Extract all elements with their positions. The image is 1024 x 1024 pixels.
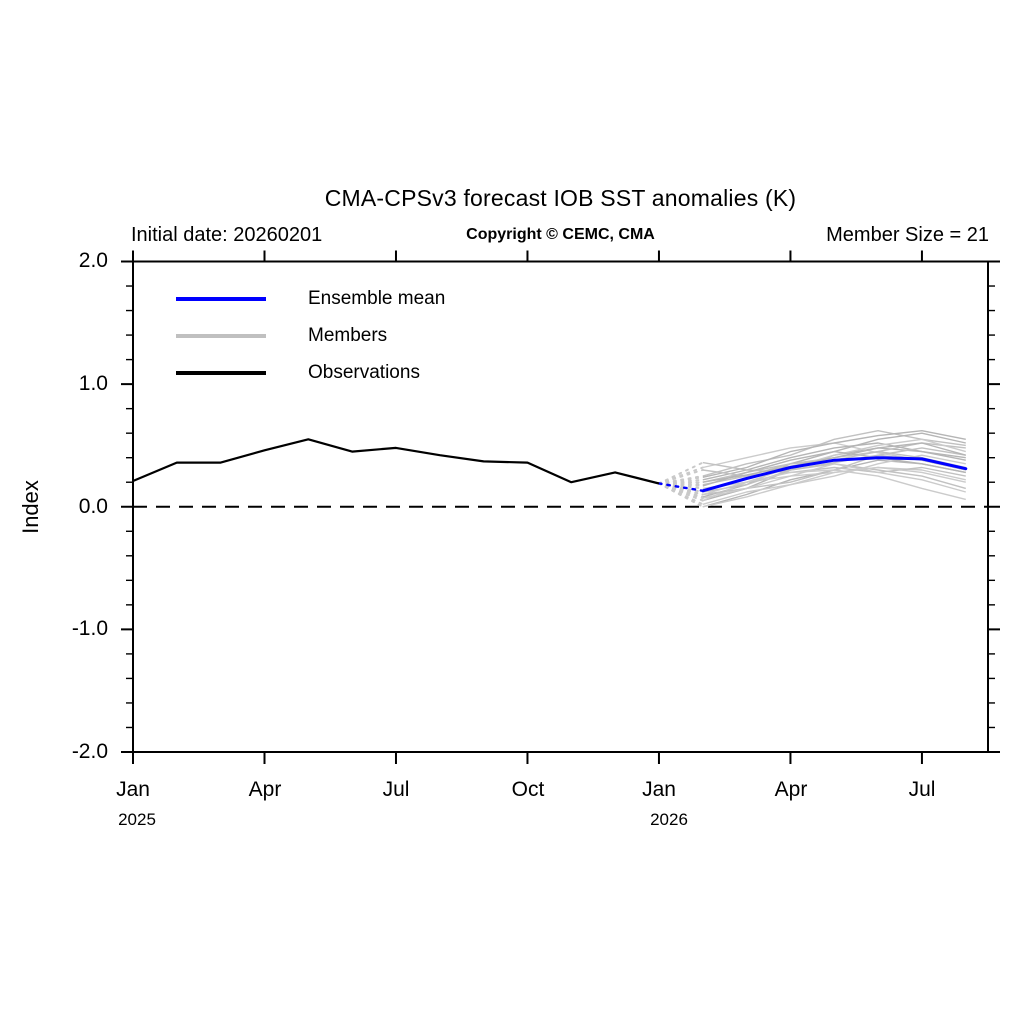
x-tick-jan-2025: Jan xyxy=(116,778,150,801)
member-line xyxy=(702,463,966,499)
ensemble-mean-line xyxy=(701,456,968,493)
legend-label-ensemble-mean: Ensemble mean xyxy=(308,288,446,309)
y-tick-label-2.0: 2.0 xyxy=(78,249,108,272)
x-tick-jan-2026: Jan xyxy=(642,778,676,801)
x-tick-apr-2026: Apr xyxy=(774,778,808,801)
member-line xyxy=(702,442,966,483)
member-size-label: Member Size = 21 xyxy=(826,224,989,246)
legend-label-members: Members xyxy=(308,325,388,346)
x-tick-oct-2025: Oct xyxy=(511,778,545,801)
legend-line-observations xyxy=(176,371,266,375)
member-line xyxy=(702,430,966,478)
x-tick-apr-2025: Apr xyxy=(248,778,282,801)
initial-date-label: Initial date: 20260201 xyxy=(131,224,323,246)
observations-line xyxy=(132,438,660,485)
legend-line-ensemble-mean xyxy=(176,297,266,301)
y-tick-label-0.0: 0.0 xyxy=(78,495,108,518)
x-year-2026: 2026 xyxy=(650,810,688,829)
member-connector-dotted xyxy=(657,461,704,485)
x-tick-jul-2025: Jul xyxy=(382,778,410,801)
legend-label-observations: Observations xyxy=(308,362,420,383)
legend-line-members xyxy=(176,334,266,338)
member-connector-dotted xyxy=(657,468,704,485)
chart-title: CMA-CPSv3 forecast IOB SST anomalies (K) xyxy=(324,185,797,211)
member-line xyxy=(702,454,966,505)
y-tick-label--2.0: -2.0 xyxy=(71,740,108,763)
y-tick-label--1.0: -1.0 xyxy=(71,617,108,640)
member-line xyxy=(702,466,966,508)
member-line xyxy=(702,450,966,487)
member-line xyxy=(702,461,966,477)
member-line xyxy=(702,469,966,501)
member-connector-dotted xyxy=(657,481,704,485)
y-tick-label-1.0: 1.0 xyxy=(78,372,108,395)
mean-connector-dotted xyxy=(657,482,704,493)
member-connector-dotted xyxy=(657,482,704,508)
copyright-label: Copyright © CEMC, CMA xyxy=(466,226,655,243)
x-tick-jul-2026: Jul xyxy=(908,778,936,801)
x-year-2025: 2025 xyxy=(118,810,156,829)
